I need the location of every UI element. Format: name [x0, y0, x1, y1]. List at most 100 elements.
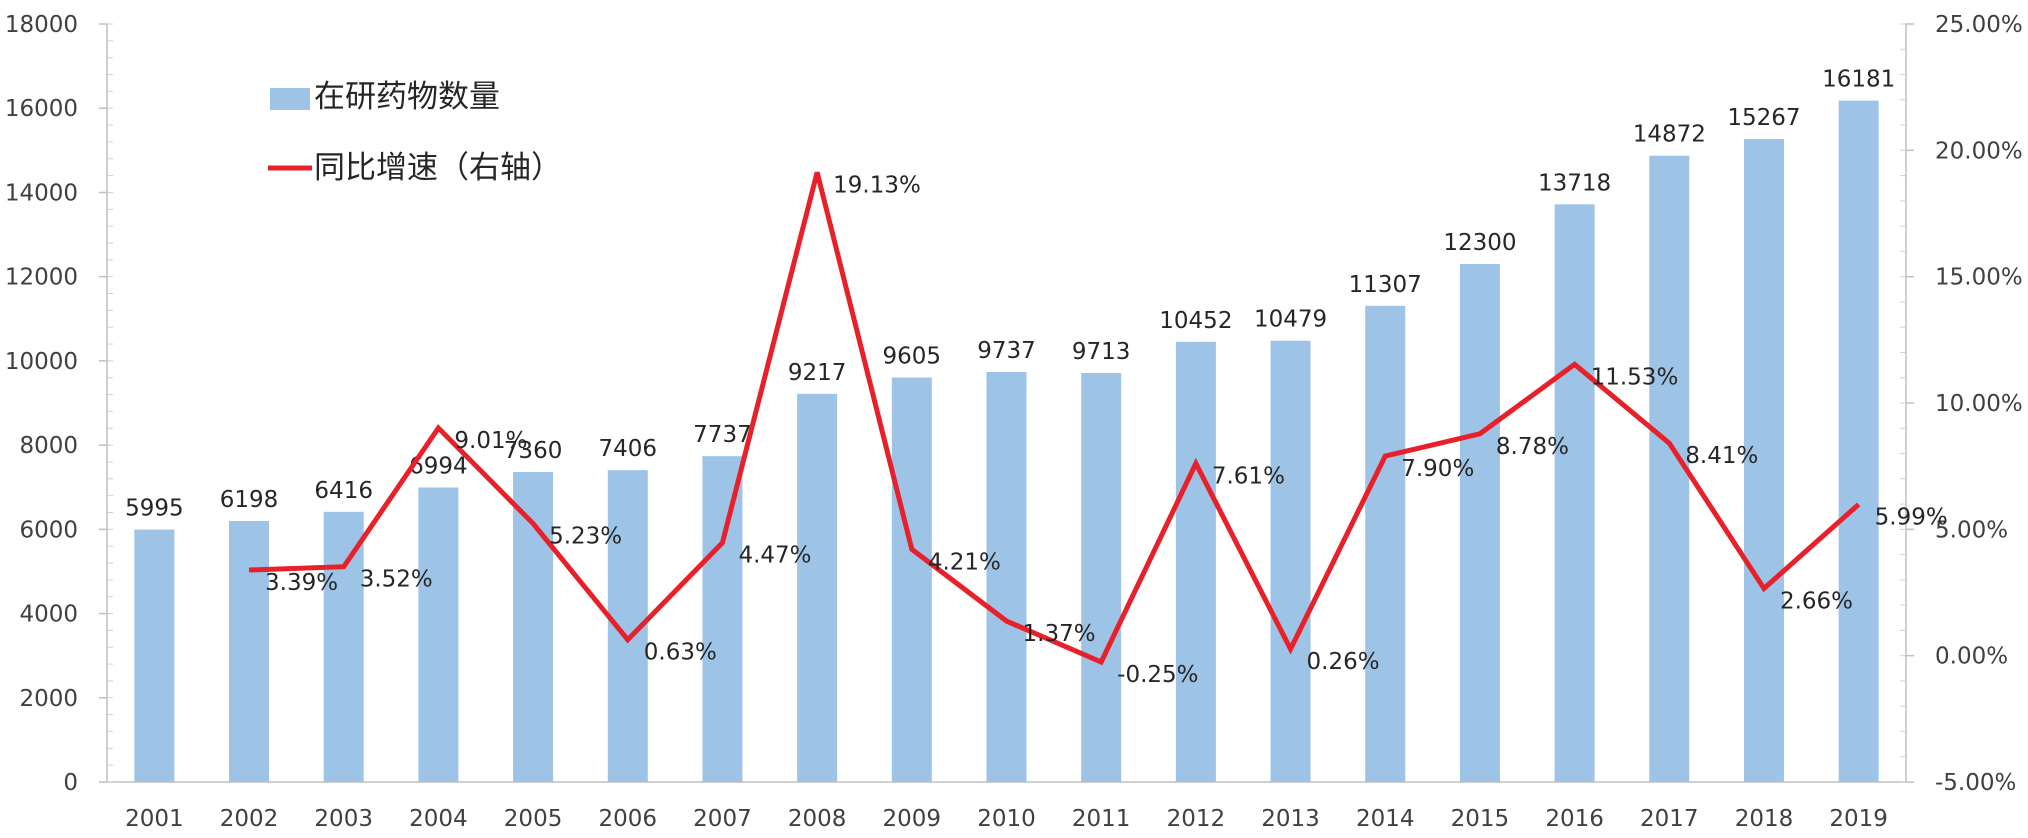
line-data-label: 19.13%	[833, 172, 921, 198]
line-data-label: 3.52%	[360, 567, 433, 593]
bar	[1554, 204, 1595, 783]
left-tick-label: 8000	[19, 433, 78, 459]
x-tick-label: 2013	[1261, 806, 1320, 832]
bar	[418, 487, 459, 782]
x-tick-label: 2011	[1072, 806, 1131, 832]
right-y-tick-labels: -5.00% 0.00% 5.00% 10.00% 15.00% 20.00% 25.00%	[1935, 12, 2023, 796]
bar-data-label: 12300	[1443, 230, 1516, 256]
legend: 在研药物数量 同比增速（右轴）	[268, 79, 562, 186]
bar-data-label: 10479	[1254, 307, 1327, 333]
bar-data-label: 11307	[1349, 272, 1422, 298]
line-series	[248, 171, 1861, 666]
bar	[513, 472, 554, 782]
legend-bar-label: 在研药物数量	[314, 79, 500, 115]
line-data-label: 8.78%	[1496, 434, 1569, 460]
x-tick-label: 2003	[314, 806, 373, 832]
left-tick-label: 4000	[19, 602, 78, 628]
bar	[1270, 340, 1311, 782]
line-data-label: 9.01%	[454, 428, 527, 454]
x-tick-label: 2004	[409, 806, 468, 832]
left-tick-label: 14000	[5, 180, 78, 206]
x-tick-label: 2007	[693, 806, 752, 832]
bar	[986, 371, 1027, 782]
bar-data-label: 10452	[1159, 308, 1232, 334]
right-tick-label: -5.00%	[1935, 770, 2016, 796]
line-data-label: -0.25%	[1117, 662, 1198, 688]
bar-data-label: 15267	[1727, 105, 1800, 131]
right-tick-label: 25.00%	[1935, 12, 2023, 38]
left-tick-label: 0	[63, 770, 78, 796]
x-tick-labels: 2001 2002 2003 2004 2005 2006 2007 2008 2009 2010…	[125, 806, 1888, 832]
bar	[797, 393, 838, 782]
left-tick-label: 10000	[5, 349, 78, 375]
line-data-label: 11.53%	[1591, 364, 1679, 390]
bar	[323, 511, 364, 782]
x-tick-label: 2015	[1451, 806, 1510, 832]
bar-data-label: 9713	[1072, 339, 1131, 365]
left-tick-label: 2000	[19, 686, 78, 712]
bar-data-label: 13718	[1538, 170, 1611, 196]
right-tick-label: 5.00%	[1935, 517, 2008, 543]
x-tick-label: 2016	[1545, 806, 1604, 832]
bar-series	[134, 100, 1879, 783]
growth-rate-line	[248, 171, 1861, 666]
line-data-label: 0.26%	[1307, 649, 1380, 675]
bar-data-label: 6198	[220, 487, 279, 513]
line-data-label: 4.21%	[928, 549, 1001, 575]
line-data-label: 1.37%	[1023, 621, 1096, 647]
bar-data-label: 9737	[977, 338, 1036, 364]
left-y-tick-labels: 0 2000 4000 6000 8000 10000 12000 14000 16000 180…	[5, 12, 78, 796]
right-tick-label: 10.00%	[1935, 391, 2023, 417]
legend-line-label: 同比增速（右轴）	[314, 150, 562, 186]
bar-data-label: 9605	[883, 344, 942, 370]
bar-data-label: 16181	[1822, 67, 1895, 93]
bar-data-label: 9217	[788, 360, 847, 386]
x-tick-label: 2012	[1167, 806, 1226, 832]
bar	[1743, 139, 1784, 782]
left-tick-label: 18000	[5, 12, 78, 38]
left-tick-label: 12000	[5, 265, 78, 291]
bar-data-label: 7406	[598, 436, 657, 462]
bar-data-label: 7737	[693, 422, 752, 448]
x-tick-label: 2009	[883, 806, 942, 832]
bar-data-label: 6416	[314, 478, 373, 504]
bar-data-label: 5995	[125, 496, 184, 522]
left-tick-label: 16000	[5, 96, 78, 122]
x-tick-label: 2002	[220, 806, 279, 832]
x-tick-label: 2018	[1735, 806, 1794, 832]
line-data-label: 3.39%	[265, 570, 338, 596]
right-tick-label: 15.00%	[1935, 265, 2023, 291]
line-data-label: 4.47%	[738, 543, 811, 569]
legend-bar-swatch	[270, 88, 310, 110]
bar	[134, 529, 175, 782]
line-data-label: 8.41%	[1685, 443, 1758, 469]
x-tick-label: 2019	[1829, 806, 1888, 832]
bar-data-label: 7360	[504, 438, 563, 464]
bar-data-label: 14872	[1633, 122, 1706, 148]
bar	[1365, 305, 1406, 782]
bar	[702, 456, 743, 782]
line-data-label: 0.63%	[644, 640, 717, 666]
bar	[1649, 155, 1690, 782]
bar	[1838, 100, 1879, 783]
line-data-label: 7.90%	[1401, 456, 1474, 482]
x-tick-label: 2008	[788, 806, 847, 832]
line-data-labels: 3.39% 3.52% 9.01% 5.23% 0.63% 4.47% 19.13% 4.21…	[265, 172, 1948, 688]
line-data-label: 7.61%	[1212, 463, 1285, 489]
right-tick-label: 20.00%	[1935, 138, 2023, 164]
bar	[229, 520, 270, 782]
x-tick-label: 2005	[504, 806, 563, 832]
line-data-label: 2.66%	[1780, 588, 1853, 614]
bar	[891, 377, 932, 782]
x-tick-label: 2010	[977, 806, 1036, 832]
line-data-label: 5.23%	[549, 524, 622, 550]
bar	[1459, 264, 1500, 782]
line-data-label: 5.99%	[1875, 504, 1948, 530]
x-tick-label: 2001	[125, 806, 184, 832]
x-tick-label: 2017	[1640, 806, 1699, 832]
x-tick-label: 2014	[1356, 806, 1415, 832]
right-tick-label: 0.00%	[1935, 644, 2008, 670]
bar	[1081, 372, 1122, 782]
